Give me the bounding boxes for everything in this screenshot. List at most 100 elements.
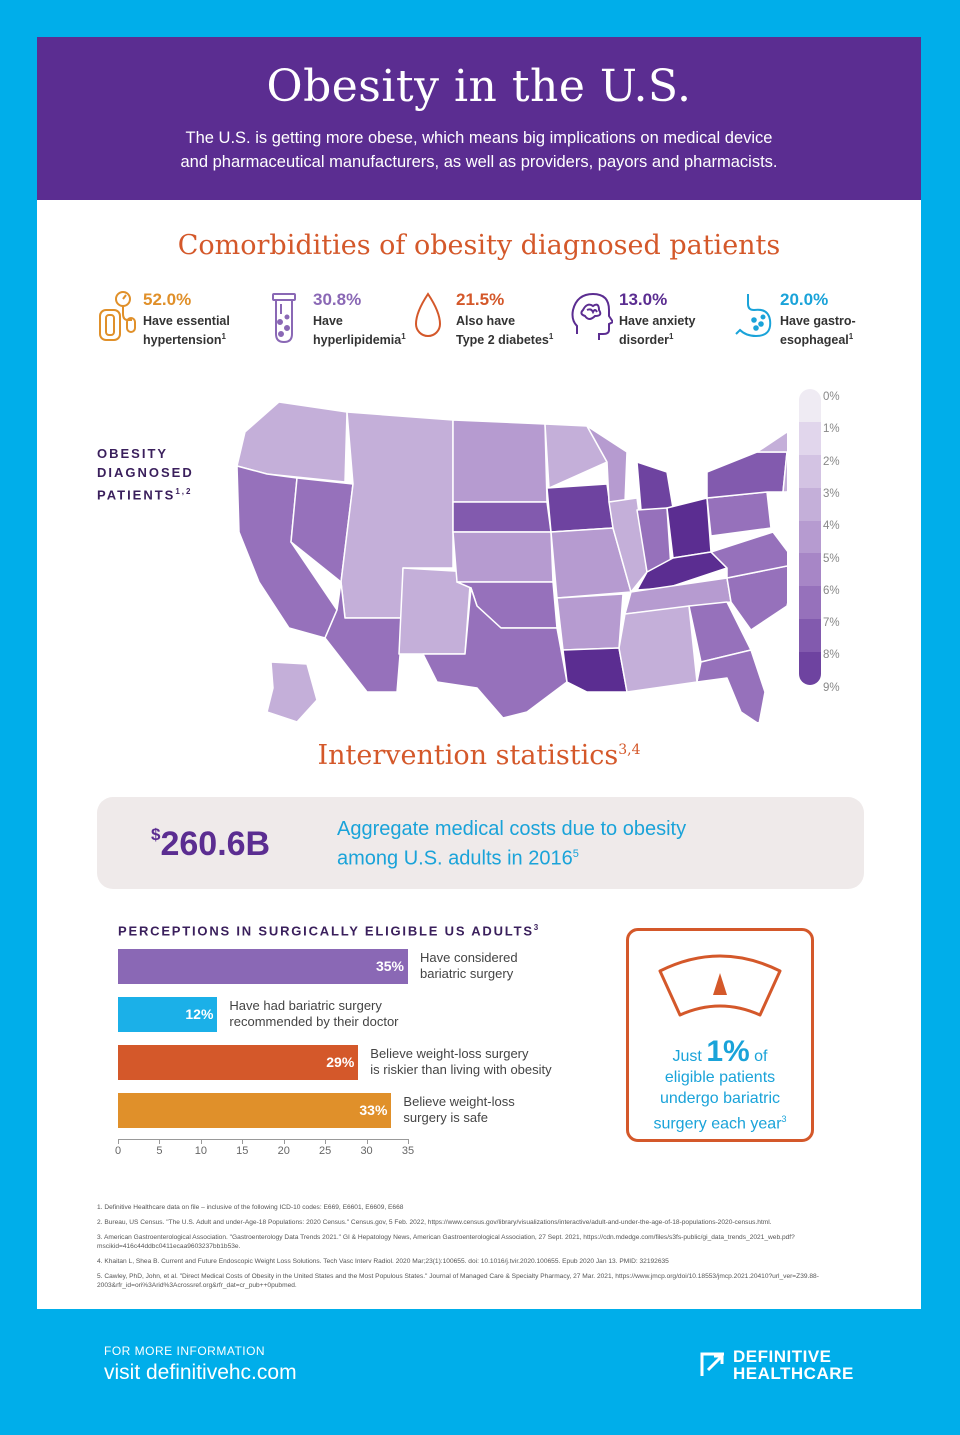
x-axis-tick [408, 1139, 409, 1144]
stat-label-line: Have anxiety [619, 314, 696, 328]
bar: 12% [118, 997, 218, 1032]
x-axis-tick [159, 1139, 161, 1144]
bar-category-label-line: Believe weight-loss surgery [370, 1046, 529, 1061]
map-region-alaska [266, 661, 318, 722]
stat-label-line: Have [313, 314, 343, 328]
x-axis-tick-label: 20 [277, 1145, 290, 1157]
comorbidities-title: Comorbidities of obesity diagnosed patie… [177, 230, 781, 261]
stat-label-line: esophageal [780, 333, 849, 348]
map-region-pennsylvania [706, 491, 772, 537]
scale-gauge-icon [658, 954, 782, 1017]
x-axis-tick-label: 0 [114, 1145, 122, 1157]
chart-title-text: PERCEPTIONS IN SURGICALLY ELIGIBLE US AD… [118, 923, 534, 939]
references: 1. Definitive Healthcare data on file – … [97, 1203, 857, 1296]
bar-value-label: 35% [375, 958, 404, 974]
footnote-ref: 1 [669, 332, 674, 341]
blood-pressure-icon [99, 291, 136, 341]
footnote-ref: 1,2 [175, 487, 193, 496]
legend-swatch [799, 553, 821, 587]
footer-link[interactable]: visit definitivehc.com [104, 1361, 297, 1384]
footnote-ref: 3,4 [618, 742, 641, 758]
map-label: OBESITY DIAGNOSED PATIENTS1,2 [97, 444, 194, 504]
stat-label-line: hypertension [143, 333, 222, 348]
stat-hyperlipidemia: 30.8% Have hyperlipidemia1 [267, 290, 406, 348]
subtitle-line-2: and pharmaceutical manufacturers, as wel… [180, 153, 778, 171]
stat-value: 30.8% [313, 290, 362, 309]
legend-tick-label: 2% [823, 455, 840, 468]
legend-swatch [799, 520, 821, 554]
bar: 35% [118, 949, 408, 984]
reference-item: 3. American Gastroenterological Associat… [97, 1234, 795, 1250]
x-axis-tick-label: 25 [319, 1145, 332, 1157]
logo-mark-icon [700, 1352, 724, 1376]
legend-swatch [799, 421, 821, 455]
bar-category-label-line: Have had bariatric surgery [229, 998, 382, 1013]
reference-item: 1. Definitive Healthcare data on file – … [97, 1204, 404, 1211]
x-axis-tick-label: 35 [401, 1145, 415, 1157]
map-region-iowa [546, 483, 614, 533]
stomach-icon [735, 294, 772, 338]
gauge-text-part: of [754, 1048, 768, 1065]
stat-label-line: disorder [619, 333, 670, 348]
reference-item: 5. Cawley, PhD, John, et al. "Direct Med… [97, 1273, 819, 1289]
stat-label: Also have Type 2 diabetes1 [456, 313, 553, 348]
cost-description-line: Aggregate medical costs due to obesity [337, 818, 687, 840]
bar-category-label: Believe weight-loss surgery is riskier th… [370, 1046, 551, 1078]
bar-category-label-line: bariatric surgery [420, 966, 514, 981]
infographic-sheet: Obesity in the U.S. The U.S. is getting … [37, 37, 921, 1309]
stat-label: Have anxiety disorder1 [619, 313, 695, 348]
legend-swatch [799, 652, 821, 685]
footnote-ref: 1 [548, 332, 554, 341]
intervention-title: Intervention statistics3,4 [37, 740, 921, 771]
bar: 33% [118, 1093, 392, 1128]
gauge-text-line: surgery each year [653, 1115, 782, 1133]
stat-hypertension: 52.0% Have essential hypertension1 [97, 290, 230, 348]
x-axis-tick-label: 10 [194, 1145, 207, 1157]
map-label-line: PATIENTS [97, 487, 176, 503]
legend-tick-label: 8% [823, 649, 840, 662]
x-axis-tick [366, 1139, 368, 1144]
legend-tick-label: 4% [823, 520, 840, 533]
footnote-ref: 1 [401, 332, 406, 341]
page-title: Obesity in the U.S. [266, 61, 692, 112]
map-region-new-england [756, 431, 787, 493]
legend-tick-label: 9% [823, 681, 840, 694]
map-label-line: DIAGNOSED [97, 465, 194, 480]
map-region-illinois [608, 497, 648, 593]
reference-item: 4. Khaitan L, Shea B. Current and Future… [97, 1258, 669, 1265]
stat-label: Have gastro- esophageal1 [780, 313, 856, 348]
bar-value-label: 33% [359, 1102, 388, 1118]
map-region-kansas [452, 531, 554, 583]
map-region-nebraska [452, 501, 552, 533]
header-subtitle: The U.S. is getting more obese, which me… [37, 126, 921, 174]
gauge-text-line: undergo bariatric [659, 1090, 781, 1107]
gauge-highlight: 1% [706, 1035, 750, 1068]
x-axis-tick-label: 15 [236, 1145, 249, 1157]
legend-swatch [799, 586, 821, 620]
x-axis [118, 1139, 408, 1140]
stat-label-line: Have gastro- [780, 314, 856, 328]
stat-anxiety: 13.0% Have anxiety disorder1 [569, 290, 695, 348]
bar-category-label-line: surgery is safe [403, 1110, 488, 1125]
bar-category-label-line: is riskier than living with obesity [370, 1062, 552, 1077]
stat-value: 13.0% [619, 290, 668, 309]
map-region-michigan [636, 461, 674, 511]
x-axis-tick-label: 30 [360, 1145, 373, 1157]
map-region-ohio [666, 497, 712, 559]
blood-drop-icon [414, 292, 442, 337]
map-region-arizona [324, 581, 404, 693]
stat-label-line: Have essential [143, 314, 230, 328]
stat-value: 52.0% [143, 290, 192, 309]
footer-caption: FOR MORE INFORMATION [104, 1344, 266, 1358]
us-choropleth-map [236, 401, 787, 722]
cost-amount: $260.6B [151, 825, 270, 864]
header-banner: Obesity in the U.S. The U.S. is getting … [37, 37, 921, 200]
intervention-title-text: Intervention statistics [317, 740, 619, 771]
bar-category-label: Have considered bariatric surgery [420, 950, 518, 982]
cost-value: 260.6B [160, 825, 271, 863]
bar-category-label: Believe weight-loss surgery is safe [403, 1094, 514, 1126]
x-axis-tick-label: 5 [156, 1145, 163, 1157]
company-logo: DEFINITIVE HEALTHCARE [700, 1348, 854, 1382]
stat-value: 20.0% [780, 290, 829, 309]
footnote-ref: 1 [221, 332, 226, 341]
